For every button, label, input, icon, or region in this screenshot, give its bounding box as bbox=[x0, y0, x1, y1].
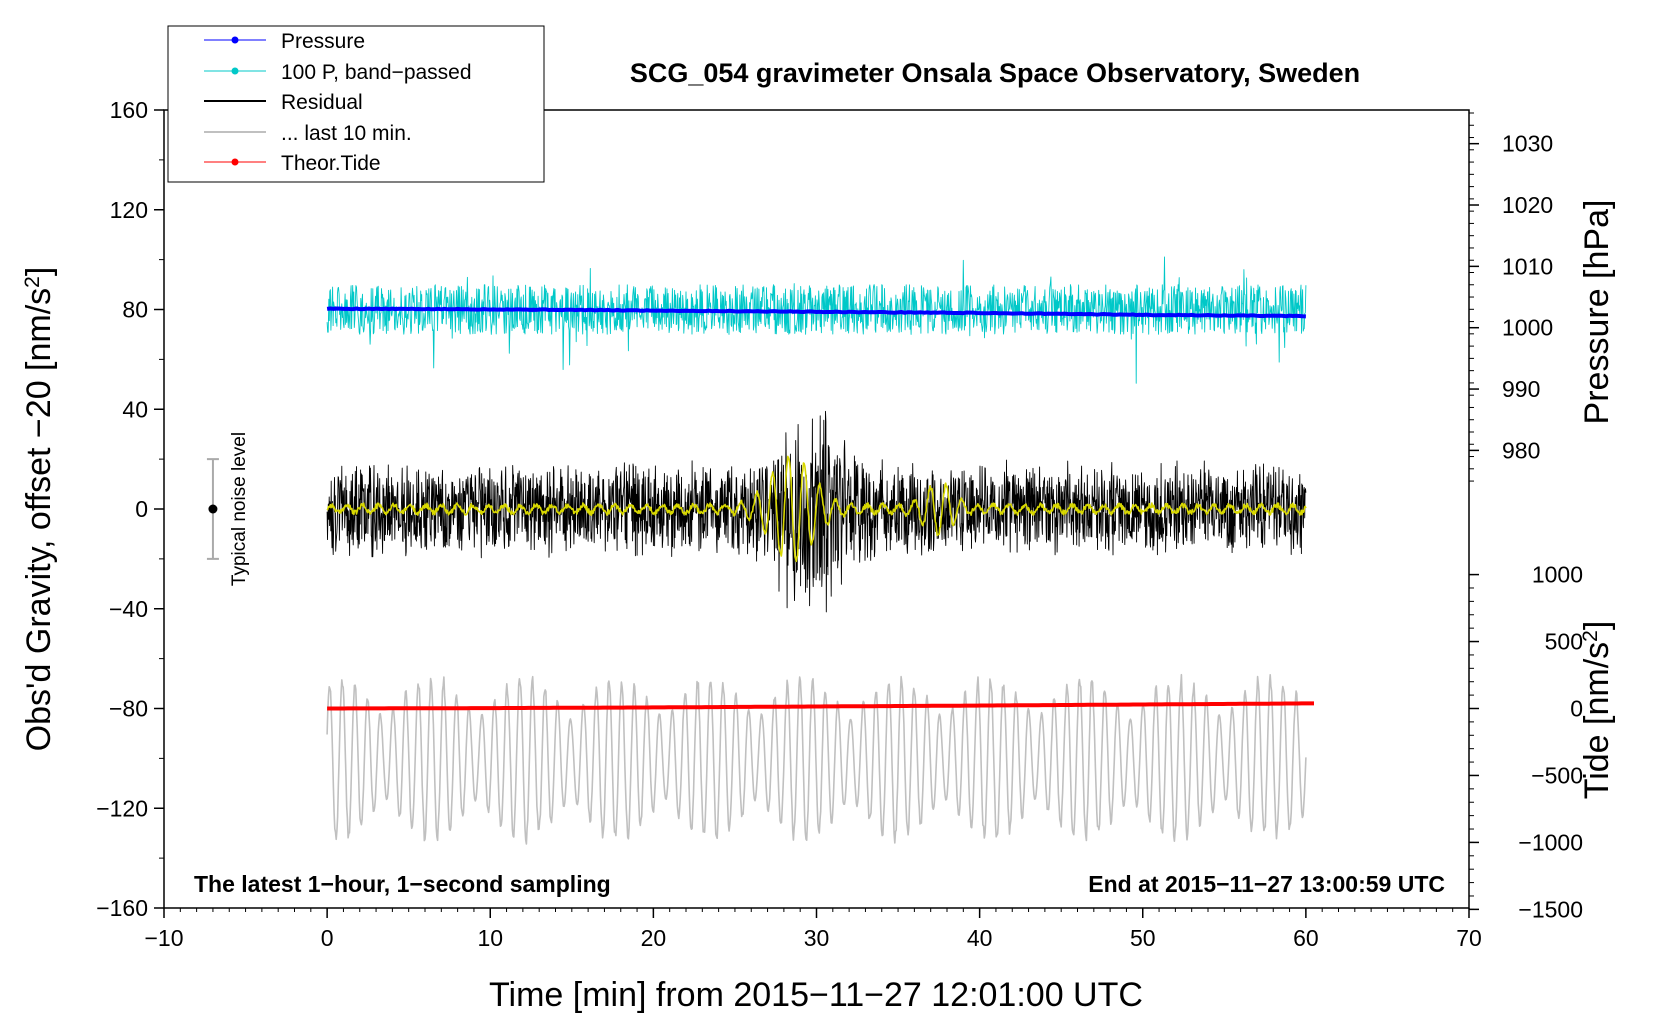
x-axis: −10 0 10 20 30 40 50 60 70 bbox=[144, 908, 1482, 951]
y-axis-tide: 1000 500 0 −500 −1000 −1500 bbox=[1469, 562, 1583, 922]
y-axis-tide-title-main: Tide [nm/s bbox=[1578, 642, 1616, 799]
x-tick-label: −10 bbox=[144, 925, 183, 951]
x-axis-title: Time [min] from 2015−11−27 12:01:00 UTC bbox=[489, 976, 1143, 1014]
y-tide-tick-label: 0 bbox=[1570, 696, 1583, 722]
y-axis-tide-title: Tide [nm/s2] bbox=[1578, 621, 1616, 800]
chart-title: SCG_054 gravimeter Onsala Space Observat… bbox=[630, 58, 1360, 88]
legend-marker-tide bbox=[231, 158, 239, 166]
legend-label-pressure: Pressure bbox=[281, 30, 365, 53]
y-left-tick-label: −160 bbox=[96, 895, 148, 921]
y-tide-tick-label: −1000 bbox=[1518, 829, 1583, 855]
legend-label-last10: ... last 10 min. bbox=[281, 122, 412, 145]
legend-marker-bandpassed bbox=[231, 67, 239, 75]
legend-marker-pressure bbox=[231, 36, 239, 44]
series-theoretical-tide bbox=[327, 701, 1314, 711]
x-tick-label: 0 bbox=[321, 925, 334, 951]
series-band-passed-pressure bbox=[326, 256, 1307, 384]
y-left-tick-label: 80 bbox=[122, 297, 148, 323]
y-left-tick-label: −120 bbox=[96, 795, 148, 821]
series-residual-filtered bbox=[326, 455, 1307, 563]
y-axis-left: 160 120 80 40 0 −40 −80 −120 −160 bbox=[96, 97, 164, 921]
x-tick-label: 10 bbox=[477, 925, 503, 951]
y-left-tick-label: −40 bbox=[109, 596, 148, 622]
y-pressure-tick-label: 1030 bbox=[1502, 131, 1553, 157]
series-layer bbox=[326, 256, 1314, 845]
y-axis-tide-title-sup: 2 bbox=[1579, 630, 1602, 642]
series-pressure bbox=[326, 306, 1306, 319]
legend-label-tide: Theor.Tide bbox=[281, 152, 381, 175]
y-left-tick-label: 40 bbox=[122, 396, 148, 422]
y-left-tick-label: 160 bbox=[110, 97, 148, 123]
legend-item-last10: ... last 10 min. bbox=[204, 122, 412, 145]
legend-item-tide: Theor.Tide bbox=[204, 152, 381, 175]
y-pressure-tick-label: 990 bbox=[1502, 376, 1540, 402]
noise-level-dot bbox=[208, 504, 218, 514]
y-axis-left-title: Obs'd Gravity, offset −20 [nm/s2] bbox=[20, 267, 58, 752]
x-tick-label: 30 bbox=[804, 925, 830, 951]
legend-label-bandpassed: 100 P, band−passed bbox=[281, 61, 472, 84]
x-tick-label: 20 bbox=[641, 925, 667, 951]
legend-item-pressure: Pressure bbox=[204, 30, 365, 53]
series-last-10-min bbox=[326, 673, 1307, 845]
legend: Pressure 100 P, band−passed Residual ...… bbox=[167, 25, 545, 183]
annotation-sampling: The latest 1−hour, 1−second sampling bbox=[194, 871, 611, 897]
y-left-tick-label: 0 bbox=[135, 496, 148, 522]
annotation-end-time: End at 2015−11−27 13:00:59 UTC bbox=[1088, 871, 1445, 897]
y-tide-tick-label: 500 bbox=[1545, 629, 1583, 655]
legend-label-residual: Residual bbox=[281, 91, 363, 114]
y-axis-pressure: 1030 1020 1010 1000 990 980 bbox=[1469, 112, 1553, 482]
y-axis-left-title-main: Obs'd Gravity, offset −20 [nm/s bbox=[20, 288, 58, 751]
y-axis-left-title-close: ] bbox=[20, 267, 58, 276]
x-tick-label: 50 bbox=[1130, 925, 1156, 951]
y-left-tick-label: 120 bbox=[110, 197, 148, 223]
noise-level-label: Typical noise level bbox=[229, 432, 250, 586]
y-tide-tick-label: 1000 bbox=[1532, 562, 1583, 588]
y-axis-pressure-title: Pressure [hPa] bbox=[1578, 200, 1616, 425]
y-tide-tick-label: −500 bbox=[1531, 762, 1583, 788]
x-tick-label: 40 bbox=[967, 925, 993, 951]
x-tick-label: 70 bbox=[1456, 925, 1482, 951]
y-tide-tick-label: −1500 bbox=[1518, 896, 1583, 922]
y-pressure-tick-label: 1020 bbox=[1502, 192, 1553, 218]
y-pressure-tick-label: 1000 bbox=[1502, 315, 1553, 341]
y-axis-left-title-sup: 2 bbox=[21, 276, 44, 288]
legend-item-bandpassed: 100 P, band−passed bbox=[204, 61, 472, 84]
legend-box bbox=[167, 25, 545, 183]
y-axis-tide-title-close: ] bbox=[1578, 621, 1616, 630]
x-tick-label: 60 bbox=[1293, 925, 1319, 951]
noise-level-marker: Typical noise level bbox=[206, 432, 250, 586]
y-pressure-tick-label: 980 bbox=[1502, 437, 1540, 463]
y-pressure-tick-label: 1010 bbox=[1502, 253, 1553, 279]
y-left-tick-label: −80 bbox=[109, 696, 148, 722]
legend-item-residual: Residual bbox=[204, 91, 363, 114]
